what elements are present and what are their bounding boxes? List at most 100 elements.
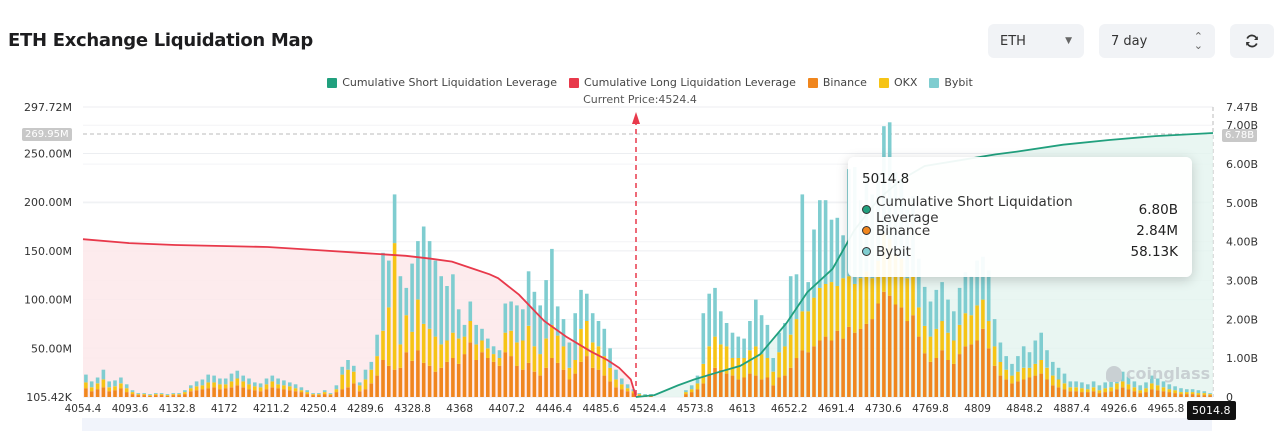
tooltip-title: 5014.8 (862, 171, 910, 187)
bar-binance (387, 365, 391, 397)
bar-binance (899, 307, 904, 397)
bar-okx (940, 321, 944, 351)
bar-bybit (777, 332, 781, 353)
bar-binance (1167, 392, 1172, 397)
bar-bybit (637, 393, 642, 395)
bar-binance (212, 387, 216, 397)
bar-okx (124, 388, 129, 393)
bar-binance (427, 365, 432, 397)
bar-binance (1144, 392, 1148, 397)
x-tick-label: 4132.8 (159, 403, 196, 415)
bar-okx (701, 363, 706, 384)
bar-okx (136, 394, 141, 396)
zoom-slider-track[interactable] (82, 418, 1212, 431)
bar-okx (293, 388, 298, 392)
time-range-select[interactable]: 7 day ⌃ ⌄ (1099, 24, 1215, 58)
bar-bybit (421, 226, 426, 324)
bar-bybit (264, 378, 269, 385)
bar-binance (905, 321, 909, 397)
tooltip-row-label: Binance (876, 222, 931, 239)
bar-okx (1033, 363, 1038, 376)
bar-bybit (433, 260, 438, 337)
legend-item-short[interactable]: Cumulative Short Liquidation Leverage (327, 76, 557, 89)
bar-binance (1132, 391, 1137, 397)
bar-binance (253, 390, 257, 397)
bar-okx (922, 325, 927, 354)
bar-binance (503, 352, 508, 397)
coin-select[interactable]: ETH ▼ (988, 24, 1084, 58)
bar-binance (829, 340, 834, 397)
bar-binance (381, 360, 385, 397)
bar-binance (159, 395, 164, 397)
bar-binance (1004, 379, 1008, 397)
bar-binance (847, 326, 851, 397)
bar-okx (154, 394, 158, 396)
bar-binance (585, 356, 589, 397)
bar-okx (689, 389, 694, 393)
bar-okx (870, 278, 874, 320)
bar-bybit (84, 374, 88, 383)
bar-bybit (555, 306, 560, 336)
bar-okx (1016, 371, 1020, 382)
bar-okx (392, 243, 397, 370)
bar-okx (748, 350, 752, 374)
bar-okx (765, 358, 770, 378)
bar-binance (986, 348, 991, 397)
legend-item-long[interactable]: Cumulative Long Liquidation Leverage (568, 76, 796, 89)
bar-bybit (200, 379, 205, 386)
bar-okx (410, 331, 414, 361)
bar-bybit (684, 390, 688, 393)
bar-okx (1045, 367, 1049, 380)
bar-bybit (212, 375, 216, 383)
bar-okx (736, 358, 741, 380)
bar-okx (253, 386, 257, 391)
bar-bybit (940, 282, 944, 322)
bar-binance (468, 342, 473, 397)
y-tick-label-right: 4.00B (1226, 236, 1258, 249)
bar-bybit (1074, 381, 1078, 388)
bar-okx (491, 354, 496, 362)
bar-bybit (614, 369, 618, 380)
bar-okx (981, 299, 985, 329)
bar-okx (724, 346, 729, 374)
bar-binance (911, 315, 915, 397)
bar-binance (1179, 394, 1183, 397)
legend-swatch (807, 77, 818, 88)
bar-okx (171, 394, 176, 396)
bar-okx (532, 346, 537, 372)
bar-okx (934, 328, 939, 358)
bar-bybit (497, 350, 502, 358)
bar-bybit (550, 248, 554, 325)
bar-okx (602, 356, 607, 376)
bar-binance (1010, 383, 1014, 397)
bar-okx (334, 389, 339, 393)
bar-okx (1039, 360, 1043, 374)
bar-bybit (1039, 332, 1043, 360)
legend-item-okx[interactable]: OKX (878, 76, 917, 89)
bar-bybit (486, 338, 490, 349)
bar-okx (847, 276, 851, 327)
bar-bybit (375, 334, 379, 357)
bar-bybit (124, 384, 129, 389)
bar-bybit (823, 200, 828, 284)
bar-okx (451, 332, 455, 358)
bar-binance (1138, 393, 1142, 397)
bar-binance (101, 387, 106, 397)
bar-okx (270, 381, 275, 388)
legend-item-binance[interactable]: Binance (807, 76, 867, 89)
tooltip-row-value: 2.84M (1136, 222, 1178, 239)
bar-bybit (730, 332, 735, 358)
bar-okx (288, 386, 292, 391)
legend-item-bybit[interactable]: Bybit (929, 76, 973, 89)
bar-okx (1115, 383, 1119, 390)
bar-bybit (1103, 382, 1107, 389)
bar-bybit (590, 313, 595, 343)
bar-binance (882, 291, 886, 397)
bar-bybit (1120, 371, 1125, 382)
bar-bybit (218, 378, 222, 385)
bar-okx (235, 378, 240, 386)
refresh-button[interactable] (1230, 24, 1274, 58)
bar-binance (223, 388, 228, 397)
bar-bybit (293, 384, 298, 389)
refresh-icon (1246, 34, 1258, 48)
